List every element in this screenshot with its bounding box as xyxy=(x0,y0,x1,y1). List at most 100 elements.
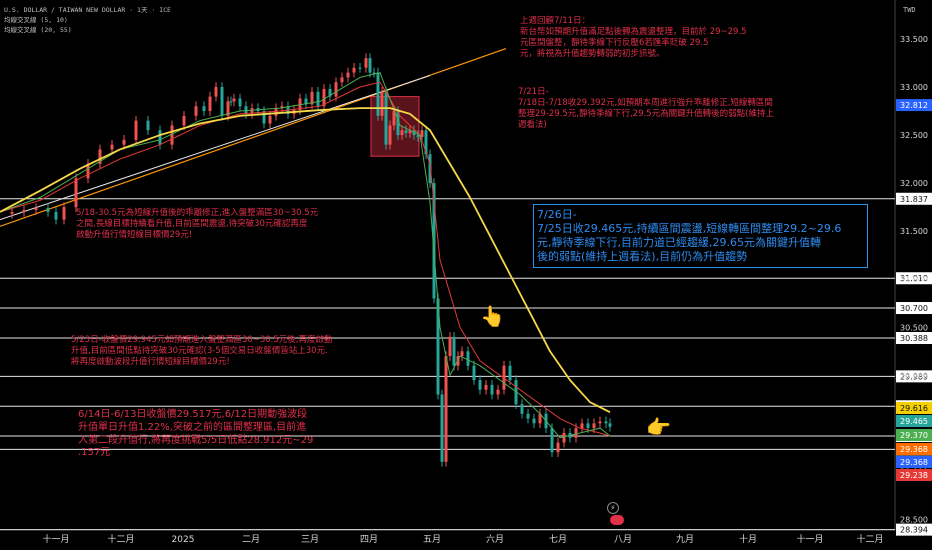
candle-body-73 xyxy=(478,380,482,390)
candle-body-49 xyxy=(376,72,380,116)
candle-body-20 xyxy=(214,87,218,97)
level-label-bg-1 xyxy=(896,272,932,285)
candle-body-85 xyxy=(550,428,554,453)
candle-body-26 xyxy=(244,106,248,114)
candle-body-64 xyxy=(436,298,440,395)
candle-body-50 xyxy=(380,91,384,116)
candle-body-43 xyxy=(346,72,350,78)
candle-body-25 xyxy=(238,98,242,107)
candle-body-65 xyxy=(440,394,444,462)
price-badge-bg-0 xyxy=(896,99,932,112)
price-badge-4: 29.368 xyxy=(900,445,928,454)
candle-body-75 xyxy=(490,384,494,395)
candle-body-46 xyxy=(364,58,368,68)
trendline-white[interactable] xyxy=(0,74,431,221)
candle-body-74 xyxy=(484,384,488,390)
candle-body-7 xyxy=(74,178,78,208)
candle-body-16 xyxy=(182,115,186,126)
scream-emoji: 😱 xyxy=(703,484,729,512)
candle-body-31 xyxy=(274,108,278,116)
event-marker-icon[interactable]: ⚡ xyxy=(607,502,619,514)
time-tick-2: 2025 xyxy=(172,535,195,545)
candle-body-42 xyxy=(340,77,344,83)
candle-body-24 xyxy=(232,98,236,102)
time-tick-1: 十二月 xyxy=(107,533,134,545)
time-tick-7: 六月 xyxy=(486,533,504,545)
candle-body-80 xyxy=(520,404,524,414)
ma-green-line[interactable] xyxy=(0,72,611,439)
candle-body-68 xyxy=(452,336,456,366)
price-badge-bg-2 xyxy=(896,415,932,427)
level-label-bg-4 xyxy=(896,370,932,383)
candle-body-2 xyxy=(22,210,26,212)
candle-body-83 xyxy=(538,413,542,424)
time-tick-0: 十一月 xyxy=(42,533,69,545)
ma-red-line[interactable] xyxy=(0,81,611,437)
price-tick-3: 32.000 xyxy=(900,179,928,188)
level-label-bg-2 xyxy=(896,302,932,315)
level-label-bg-0 xyxy=(896,192,932,205)
candle-body-14 xyxy=(158,130,162,145)
candle-body-12 xyxy=(134,120,138,140)
candle-body-48 xyxy=(372,72,376,74)
candle-body-54 xyxy=(396,111,400,136)
candle-body-36 xyxy=(304,98,308,105)
price-badge-bg-6 xyxy=(896,469,932,481)
point-right-emoji: 👉 xyxy=(646,415,671,439)
ma-legend-2[interactable]: 均線交叉線 (20, 55) xyxy=(4,26,72,34)
annotation-box-0726 xyxy=(533,204,868,268)
time-tick-3: 二月 xyxy=(242,534,260,545)
candle-body-21 xyxy=(220,87,224,116)
price-tick-7: 30.000 xyxy=(900,371,928,380)
candle-body-89 xyxy=(574,428,578,438)
annotation-0726: 7/26日- 7/25日收29.465元,持續區間震盪,短線轉區間整理29.2~… xyxy=(537,208,842,264)
annotation-0711: 上週回顧7/11日： 新台幣如預期升值滿足點後轉為震盪整理，目前於 29~29.… xyxy=(520,16,747,59)
ma-yellow-line[interactable] xyxy=(0,107,611,414)
time-axis: 十一月 十二月 2025 二月 三月 四月 五月 六月 七月 八月 九月 十月 十一月 十二月 xyxy=(42,533,883,545)
price-badge-3: 29.370 xyxy=(900,431,928,440)
candle-body-8 xyxy=(86,163,90,179)
candle-body-55 xyxy=(400,130,404,136)
candle-body-81 xyxy=(526,413,530,419)
candle-body-57 xyxy=(408,130,412,134)
candle-body-56 xyxy=(404,130,408,134)
currency-label[interactable]: TWD xyxy=(903,6,916,14)
candle-body-94 xyxy=(604,421,608,424)
candle-body-66 xyxy=(444,356,448,462)
candle-body-19 xyxy=(208,96,212,112)
candle-body-39 xyxy=(322,88,326,107)
candle-body-59 xyxy=(416,135,420,137)
price-tick-4: 31.500 xyxy=(900,227,928,236)
candle-body-38 xyxy=(316,91,320,107)
price-tick-0: 33.500 xyxy=(900,35,928,44)
price-badge-5: 29.368 xyxy=(900,458,928,467)
time-tick-10: 九月 xyxy=(676,534,694,545)
candle-body-41 xyxy=(334,82,338,97)
level-label-4: 29.989 xyxy=(900,372,928,381)
candle-body-72 xyxy=(472,365,476,381)
candle-body-82 xyxy=(532,418,536,424)
candle-body-27 xyxy=(250,108,254,114)
price-badges: 32.812 29.616 29.465 29.370 29.368 29.368 29.2… xyxy=(896,99,932,481)
candle-body-40 xyxy=(328,88,332,97)
time-tick-12: 十一月 xyxy=(796,533,823,545)
candle-body-70 xyxy=(460,351,464,357)
candle-body-1 xyxy=(10,211,14,214)
price-badge-6: 29.238 xyxy=(900,471,928,480)
price-tick-6: 30.500 xyxy=(900,323,928,332)
candle-body-76 xyxy=(496,389,500,395)
candle-body-22 xyxy=(226,101,230,116)
annotation-0523: 5/23日-收盤價29.945元如預期進入盤整滿區30~30.5元後,再度啟動 … xyxy=(71,335,333,367)
candle-body-44 xyxy=(352,67,356,73)
price-tick-2: 32.500 xyxy=(900,131,928,140)
candle-body-91 xyxy=(586,423,590,429)
price-badge-bg-5 xyxy=(896,456,932,468)
level-label-bg-8 xyxy=(896,523,932,536)
candle-body-13 xyxy=(146,120,150,131)
price-badge-bg-1 xyxy=(896,402,932,414)
ma-legend-1[interactable]: 均線交叉線 (5, 10) xyxy=(4,16,68,24)
event-flag-icon[interactable] xyxy=(610,515,624,525)
candle-body-4 xyxy=(46,208,50,212)
level-label-1: 31.010 xyxy=(900,274,928,283)
